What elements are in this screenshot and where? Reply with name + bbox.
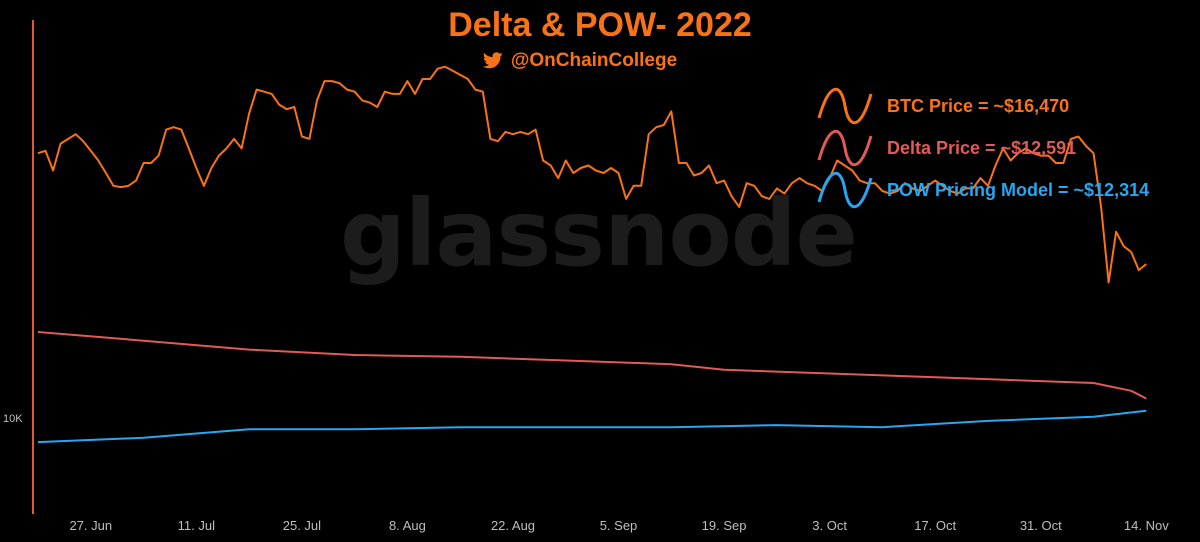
twitter-handle-label: @OnChainCollege xyxy=(510,50,678,71)
legend-swatch-delta xyxy=(817,129,873,167)
legend-item-btc[interactable]: BTC Price = ~$16,470 xyxy=(815,86,1069,126)
legend-label-delta: Delta Price = ~$12,591 xyxy=(887,137,1077,158)
legend-item-pow[interactable]: POW Pricing Model = ~$12,314 xyxy=(815,170,1149,210)
x-tick-label: 3. Oct xyxy=(812,518,847,533)
x-tick-label: 27. Jun xyxy=(69,518,113,533)
series-line-pow-pricing-model xyxy=(37,409,1147,444)
legend-label-pow: POW Pricing Model = ~$12,314 xyxy=(887,179,1150,200)
x-tick-label: 8. Aug xyxy=(388,518,426,533)
legend-swatch-pow xyxy=(817,171,873,209)
legend-label-btc: BTC Price = ~$16,470 xyxy=(887,95,1070,116)
plot-area xyxy=(32,20,1147,514)
twitter-bird-icon xyxy=(482,52,503,69)
x-tick-label: 5. Sep xyxy=(599,518,638,533)
x-tick-label: 25. Jul xyxy=(282,518,322,533)
legend-item-delta[interactable]: Delta Price = ~$12,591 xyxy=(815,128,1076,168)
x-tick-label: 22. Aug xyxy=(490,518,536,533)
twitter-handle[interactable]: @OnChainCollege xyxy=(0,50,1160,72)
series-line-delta-price xyxy=(37,331,1147,400)
x-tick-label: 17. Oct xyxy=(914,518,957,533)
legend-swatch-btc xyxy=(817,87,873,125)
glassnode-watermark: glassnode xyxy=(340,180,858,287)
x-tick-label: 14. Nov xyxy=(1123,518,1169,533)
y-tick-label: 10K xyxy=(3,413,23,425)
x-tick-label: 31. Oct xyxy=(1019,518,1062,533)
x-tick-label: 11. Jul xyxy=(177,518,215,533)
x-tick-label: 19. Sep xyxy=(701,518,747,533)
series-line-btc-price xyxy=(37,65,1147,284)
chart-title: Delta & POW- 2022 xyxy=(448,6,752,44)
